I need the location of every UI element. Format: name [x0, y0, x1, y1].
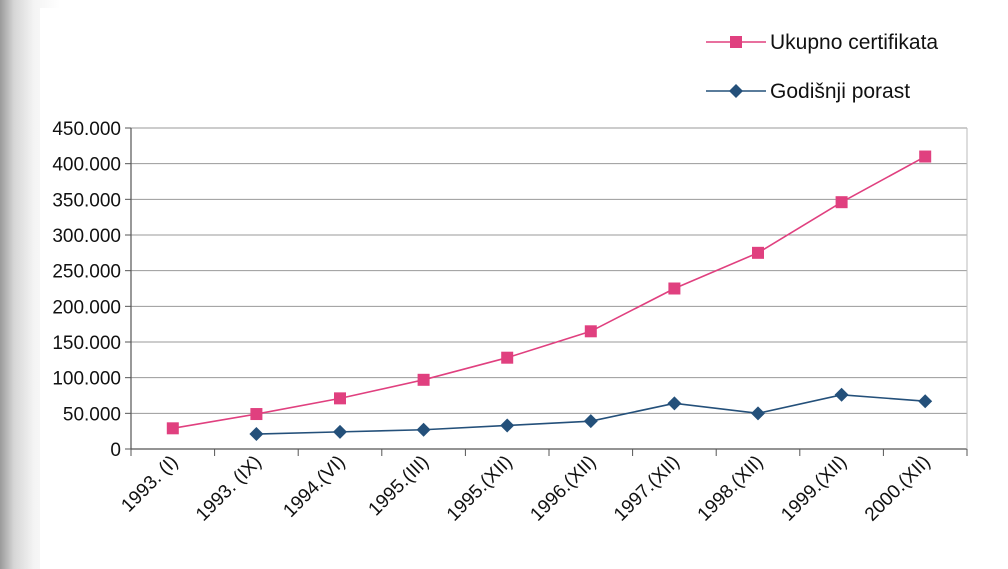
data-point-2: [500, 418, 515, 433]
x-tick-label: 1998.(XII): [694, 452, 768, 526]
x-tick-label: 1996.(XII): [526, 452, 600, 526]
y-tick-label: 300.000: [52, 226, 121, 247]
data-point-2: [834, 387, 849, 402]
x-tick-label: 2000.(XII): [861, 452, 935, 526]
series-markers: [166, 150, 933, 442]
series-line-1: [172, 155, 926, 430]
x-tick-label: 1993. (I): [117, 452, 182, 517]
chart-paper: [40, 8, 1008, 569]
y-axis-tick-labels: 0 50.000 100.000 150.000 200.000 250.000 300.0…: [52, 119, 121, 461]
x-tick-label: 1995.(III): [365, 452, 434, 521]
data-point-1: [166, 422, 179, 435]
y-tick-label: 400.000: [52, 155, 121, 176]
data-point-1: [919, 150, 932, 163]
legend-marker-2: [729, 84, 743, 98]
x-tick-label: 1993. (IX): [192, 452, 266, 526]
x-tick-label: 1994.(VI): [279, 452, 349, 522]
y-tick-label: 250.000: [52, 262, 121, 283]
data-point-1: [501, 351, 514, 364]
y-tick-label: 200.000: [52, 297, 121, 318]
legend-label-2: Godišnji porast: [770, 80, 910, 103]
y-tick-label: 50.000: [63, 404, 121, 425]
x-tick-label: 1997.(XII): [610, 452, 684, 526]
y-tick-label: 100.000: [52, 369, 121, 390]
axes: [125, 127, 968, 456]
x-tick-label: 1995.(XII): [443, 452, 517, 526]
data-point-2: [751, 406, 765, 421]
data-point-1: [334, 392, 346, 405]
gridlines: [131, 127, 967, 414]
data-point-2: [667, 396, 682, 411]
data-point-2: [918, 394, 933, 409]
legend-label-1: Ukupno certifikata: [770, 31, 938, 54]
y-tick-label: 350.000: [52, 190, 121, 211]
data-point-1: [417, 373, 430, 386]
data-point-2: [249, 427, 264, 442]
y-tick-label: 0: [110, 440, 121, 461]
series-lines: [172, 155, 926, 435]
y-tick-label: 450.000: [52, 119, 121, 140]
data-point-2: [583, 414, 598, 429]
legend-marker-1: [730, 36, 742, 48]
data-point-1: [752, 246, 764, 259]
data-point-2: [333, 424, 347, 439]
x-tick-label: 1999.(XII): [777, 452, 851, 526]
data-point-1: [835, 196, 848, 209]
data-point-2: [416, 422, 431, 437]
data-point-1: [584, 325, 597, 338]
data-point-1: [250, 408, 263, 421]
x-axis-tick-labels: 1993. (I) 1993. (IX) 1994.(VI) 1995.(III) 19…: [117, 452, 934, 526]
data-point-1: [668, 282, 681, 295]
legend: Ukupno certifikata Godišnji porast: [706, 31, 938, 103]
y-tick-label: 150.000: [52, 333, 121, 354]
